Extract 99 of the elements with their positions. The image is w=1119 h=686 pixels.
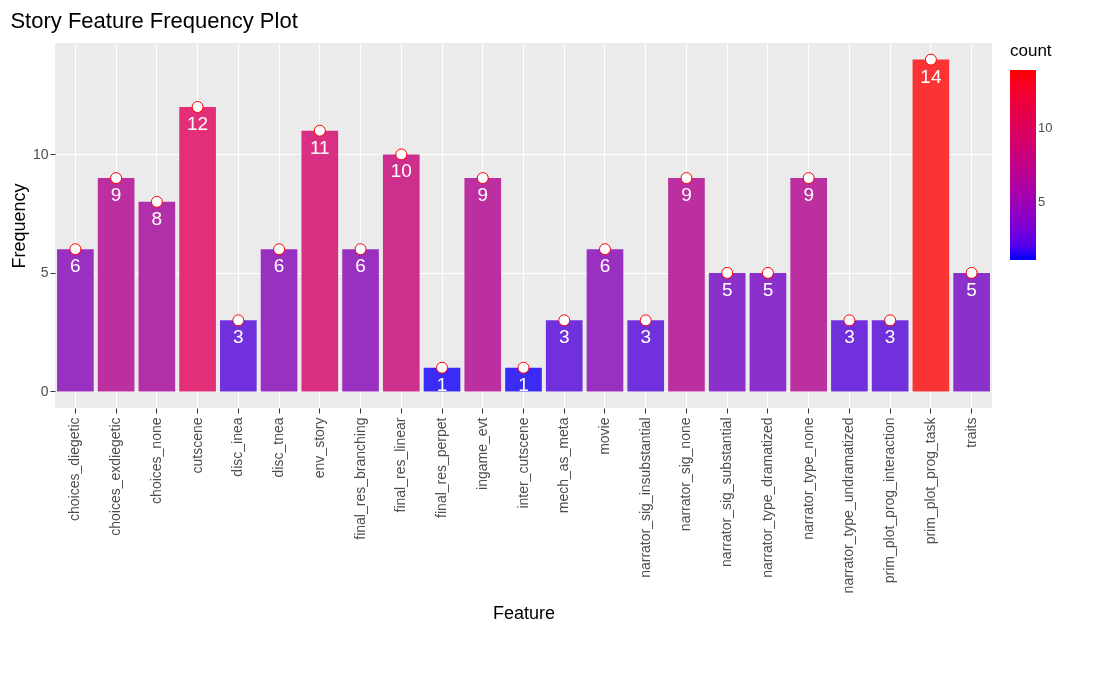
point (639, 314, 652, 327)
data-label: 9 (110, 184, 122, 206)
x-tick-label: disc_inea (229, 417, 246, 477)
bar (953, 272, 990, 392)
x-tick-label: prim_plot_prog_task (921, 416, 938, 545)
bar (219, 320, 257, 392)
y-tick-label: 10 (32, 145, 49, 162)
point (965, 266, 978, 279)
x-tick-label: inter_cutscene (514, 417, 531, 509)
point (313, 124, 326, 137)
data-label: 6 (273, 255, 285, 277)
data-label: 8 (151, 207, 163, 229)
x-tick-label: final_res_perpet (433, 417, 450, 518)
data-label: 12 (187, 112, 209, 134)
bar (260, 249, 298, 392)
bar (138, 201, 176, 392)
data-label: 3 (233, 326, 244, 348)
point (843, 314, 856, 327)
x-tick-label: choices_diegetic (66, 417, 83, 522)
point (558, 314, 571, 327)
x-axis-title: Feature (492, 603, 556, 624)
data-label: 9 (803, 184, 814, 206)
data-label: 3 (640, 326, 652, 348)
point (150, 195, 163, 208)
point (924, 53, 937, 66)
bar (871, 320, 909, 392)
x-tick-label: cutscene (188, 417, 205, 474)
bar (57, 249, 94, 392)
point (273, 243, 286, 256)
point (517, 361, 530, 374)
data-label: 5 (762, 278, 774, 300)
x-tick-label: prim_plot_prog_interaction (881, 417, 898, 584)
bar (708, 272, 746, 392)
x-tick-label: narrator_type_dramatized (758, 417, 775, 578)
x-tick-label: narrator_type_none (799, 417, 816, 540)
data-label: 9 (681, 184, 692, 206)
bar (464, 178, 502, 392)
data-label: 10 (390, 160, 412, 182)
bar (545, 320, 583, 392)
x-tick-label: ingame_evt (473, 417, 490, 490)
data-label: 5 (966, 278, 977, 300)
bar (831, 320, 868, 392)
data-label: 11 (309, 136, 330, 158)
point (436, 361, 448, 374)
x-tick-label: mech_as_meta (555, 417, 572, 514)
data-label: 3 (558, 326, 570, 348)
point (476, 172, 489, 185)
point (680, 172, 693, 185)
data-label: 3 (884, 326, 896, 348)
x-tick-label: narrator_type_undramatized (840, 417, 857, 594)
bar (912, 59, 950, 392)
data-label: 14 (920, 65, 942, 87)
bar (342, 249, 379, 392)
y-tick-label: 5 (40, 264, 49, 281)
data-label: 1 (518, 373, 529, 395)
point (721, 266, 734, 279)
y-axis-title: Frequency (8, 183, 29, 269)
x-tick-label: final_res_branching (351, 417, 368, 540)
x-tick-label: final_res_linear (392, 417, 409, 513)
color-bar-label: 5 (1038, 193, 1046, 209)
x-tick-label: traits (962, 417, 979, 448)
data-label: 6 (355, 255, 366, 277)
data-label: 5 (721, 278, 733, 300)
bar (97, 178, 135, 392)
x-tick-label: disc_tnea (270, 417, 287, 478)
x-tick-label: movie (595, 417, 612, 455)
bar (749, 272, 787, 392)
x-tick-label: narrator_sig_substantial (718, 417, 735, 567)
x-tick-label: narrator_sig_none (677, 417, 694, 532)
chart-title: Story Feature Frequency Plot (10, 8, 298, 33)
x-tick-label: narrator_sig_insubstantial (636, 417, 653, 578)
point (69, 243, 82, 256)
x-tick-label: env_story (310, 417, 327, 479)
point (599, 243, 611, 256)
point (802, 172, 815, 185)
bar (627, 320, 665, 392)
point (884, 314, 897, 327)
point (395, 148, 408, 161)
bar (790, 178, 828, 392)
data-label: 6 (70, 255, 81, 277)
point (354, 243, 367, 256)
bar (179, 106, 216, 392)
data-label: 9 (477, 184, 489, 206)
legend-title: count (1010, 41, 1052, 60)
point (110, 172, 123, 185)
point (191, 101, 204, 113)
bar (301, 130, 339, 392)
x-tick-label: choices_exdiegetic (107, 417, 124, 536)
data-label: 6 (599, 255, 611, 277)
color-bar-label: 10 (1038, 120, 1053, 136)
bar (668, 178, 705, 392)
y-tick-label: 0 (40, 382, 49, 399)
x-tick-label: choices_none (147, 417, 164, 504)
bar (586, 249, 624, 392)
bar (382, 154, 420, 392)
point (761, 266, 774, 279)
data-label: 1 (436, 373, 448, 395)
point (232, 314, 245, 327)
data-label: 3 (844, 326, 855, 348)
